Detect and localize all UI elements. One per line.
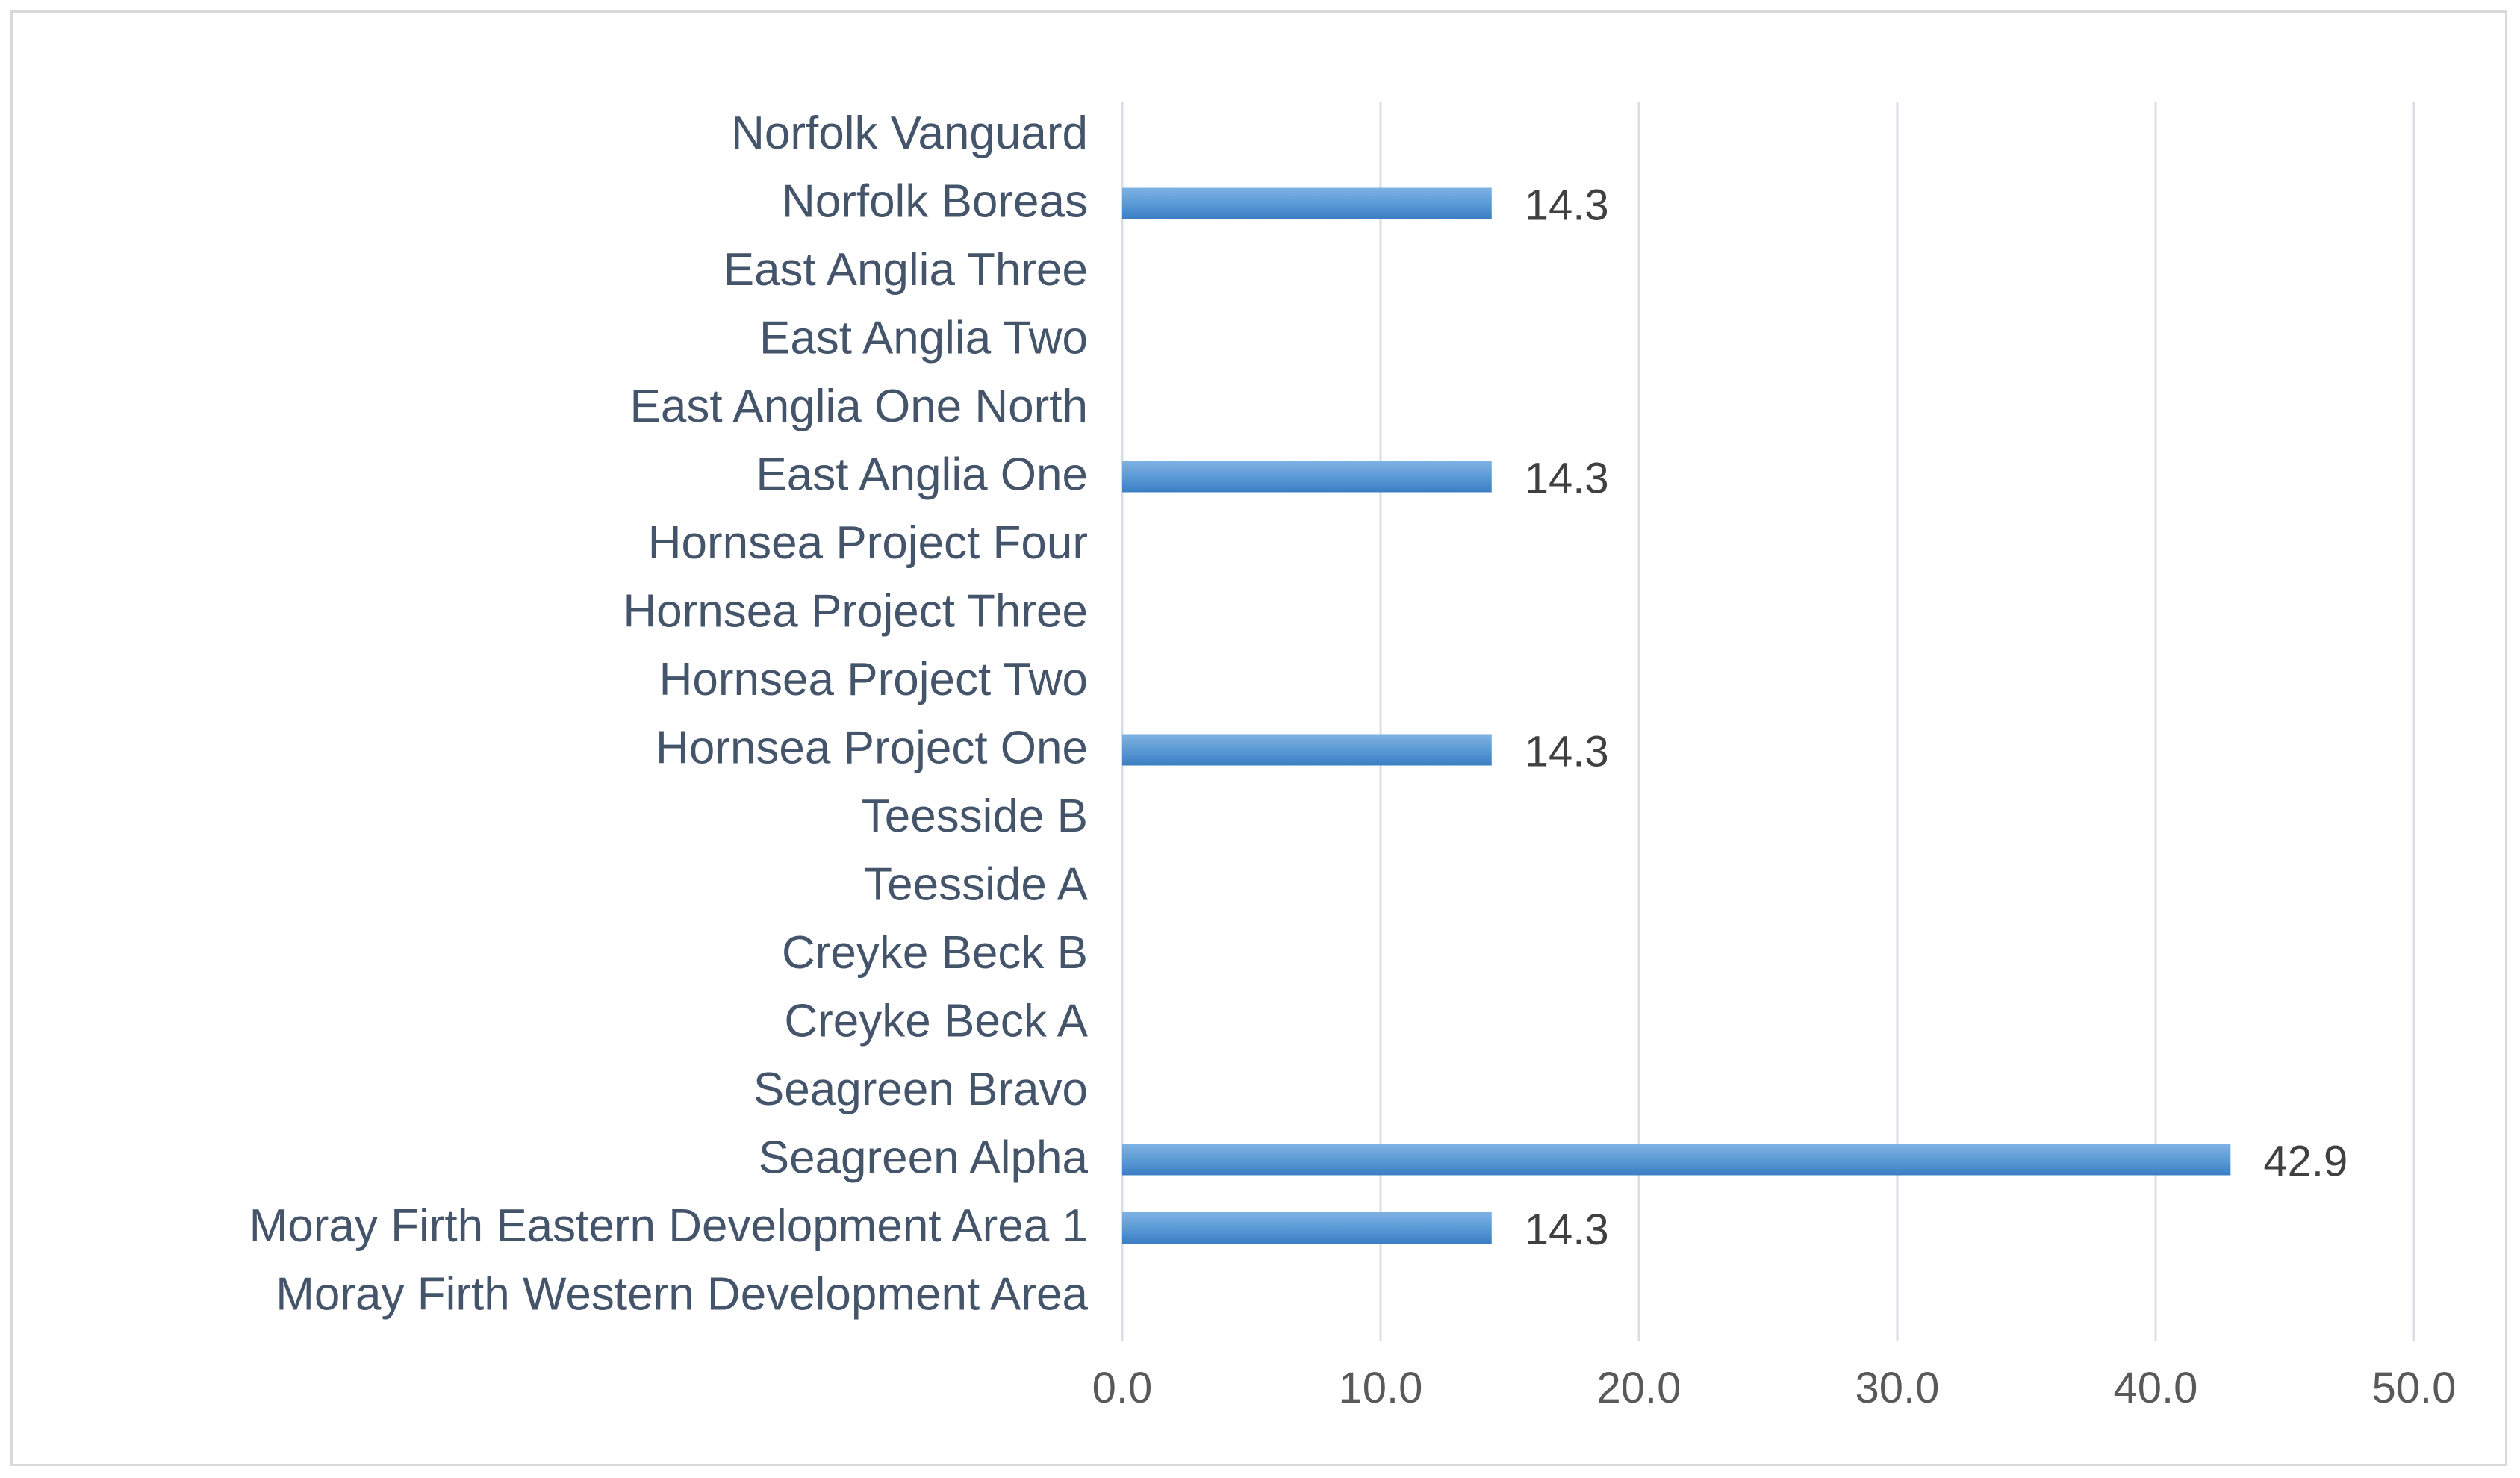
x-tick-label: 20.0: [1597, 1364, 1681, 1412]
bar: [1122, 1144, 2231, 1176]
bar: [1122, 734, 1492, 766]
category-label: Hornsea Project Four: [648, 517, 1088, 569]
category-label: Creyke Beck B: [782, 927, 1088, 979]
category-label: Norfolk Vanguard: [731, 107, 1088, 159]
category-label: East Anglia One: [756, 449, 1088, 501]
category-label: East Anglia Three: [724, 244, 1088, 296]
data-label: 14.3: [1525, 728, 1609, 776]
bars: [1122, 187, 2231, 1244]
category-label: Hornsea Project Two: [659, 654, 1088, 705]
x-tick-label: 30.0: [1855, 1364, 1940, 1412]
data-labels: 14.3 14.3 14.3 42.9 14.3: [1525, 181, 2348, 1255]
x-tick-label: 40.0: [2114, 1364, 2198, 1412]
chart-frame: Norfolk Vanguard Norfolk Boreas East Angli…: [10, 10, 2507, 1466]
data-label: 14.3: [1525, 455, 1609, 503]
category-label: Moray Firth Western Development Area: [276, 1269, 1088, 1320]
category-label: Norfolk Boreas: [782, 176, 1088, 228]
category-label: East Anglia Two: [759, 313, 1088, 364]
category-label: Seagreen Alpha: [759, 1132, 1089, 1184]
data-label: 42.9: [2263, 1138, 2348, 1186]
x-axis-tick-labels: 0.0 10.0 20.0 30.0 40.0 50.0: [1092, 1364, 2457, 1412]
bar-chart: Norfolk Vanguard Norfolk Boreas East Angli…: [249, 102, 2457, 1412]
x-tick-label: 50.0: [2372, 1364, 2457, 1412]
category-label: Seagreen Bravo: [753, 1064, 1088, 1115]
x-tick-label: 10.0: [1339, 1364, 1423, 1412]
bar: [1122, 1212, 1492, 1244]
x-tick-label: 0.0: [1092, 1364, 1153, 1412]
category-label: Creyke Beck A: [784, 996, 1088, 1047]
category-label: Teesside A: [864, 859, 1089, 911]
category-labels: Norfolk Vanguard Norfolk Boreas East Angli…: [249, 107, 1089, 1320]
category-label: Moray Firth Eastern Development Area 1: [249, 1200, 1088, 1252]
bar: [1122, 461, 1492, 493]
category-label: Teesside B: [862, 791, 1088, 842]
data-label: 14.3: [1525, 1206, 1609, 1254]
gridlines: [1121, 102, 2415, 1341]
data-label: 14.3: [1525, 181, 1609, 230]
bar: [1122, 187, 1492, 219]
category-label: Hornsea Project Three: [623, 586, 1088, 637]
category-label: East Anglia One North: [630, 381, 1088, 432]
category-label: Hornsea Project One: [656, 723, 1088, 774]
